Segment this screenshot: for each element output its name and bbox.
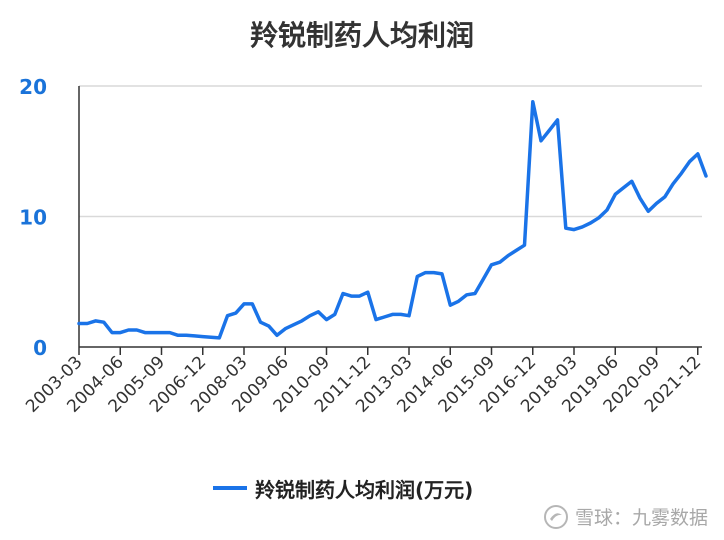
chart-title: 羚锐制药人均利润 <box>249 19 474 52</box>
watermark: 雪球：九雾数据 <box>543 503 708 530</box>
y-tick-label: 20 <box>19 75 47 99</box>
y-tick-label: 10 <box>19 206 47 230</box>
legend-swatch <box>213 486 247 490</box>
watermark-text: 雪球：九雾数据 <box>574 507 708 529</box>
y-tick-label: 0 <box>33 336 47 360</box>
grid-lines <box>79 85 702 218</box>
series-lines <box>77 99 708 340</box>
legend-label: 羚锐制药人均利润(万元) <box>255 477 474 502</box>
y-tick-labels: 0 10 20 <box>19 75 47 360</box>
legend: 羚锐制药人均利润(万元) <box>213 476 474 502</box>
snowball-icon <box>543 504 568 529</box>
series-line <box>77 99 708 340</box>
x-tick-labels: 2003-032004-062005-092006-122008-032009-… <box>22 352 705 416</box>
axes <box>78 86 702 355</box>
